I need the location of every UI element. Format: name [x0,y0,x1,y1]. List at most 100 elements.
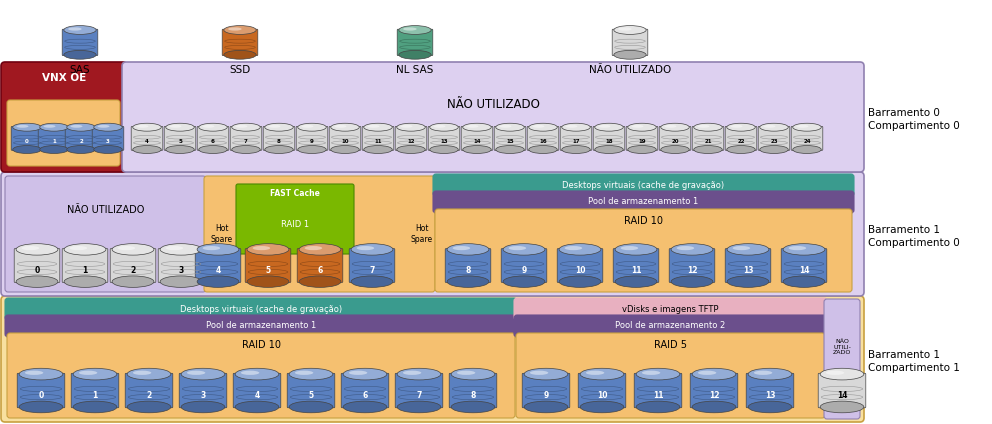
Ellipse shape [727,123,755,131]
Ellipse shape [197,244,239,255]
Ellipse shape [73,401,117,413]
Ellipse shape [160,244,202,255]
Ellipse shape [70,125,82,128]
Ellipse shape [202,246,220,250]
Text: 9: 9 [310,139,313,144]
Ellipse shape [628,145,657,153]
FancyBboxPatch shape [14,248,60,282]
Text: RAID 5 (3+1): RAID 5 (3+1) [36,126,90,134]
Ellipse shape [364,123,392,131]
Ellipse shape [235,368,279,380]
Text: Compartimento 0: Compartimento 0 [868,238,959,248]
Ellipse shape [621,246,638,250]
FancyBboxPatch shape [5,298,517,320]
Ellipse shape [295,371,313,375]
Text: 23: 23 [770,139,778,144]
Ellipse shape [401,125,413,128]
Ellipse shape [300,244,341,255]
Ellipse shape [561,123,590,131]
Ellipse shape [529,123,558,131]
FancyBboxPatch shape [792,126,822,151]
FancyBboxPatch shape [329,126,361,151]
Text: 10: 10 [341,139,349,144]
Ellipse shape [733,246,750,250]
Ellipse shape [265,123,294,131]
Ellipse shape [127,368,171,380]
FancyBboxPatch shape [433,191,854,213]
FancyBboxPatch shape [758,126,790,151]
Ellipse shape [559,244,601,255]
Text: Barramento 1: Barramento 1 [868,350,940,360]
Ellipse shape [302,125,313,128]
FancyBboxPatch shape [1,296,864,422]
FancyBboxPatch shape [634,373,682,408]
Ellipse shape [356,246,374,250]
Ellipse shape [452,246,470,250]
Ellipse shape [79,371,97,375]
Ellipse shape [457,371,475,375]
Text: SSD: SSD [229,65,251,75]
Ellipse shape [22,246,40,250]
Text: 9: 9 [544,391,549,400]
Text: 8: 8 [470,391,476,400]
Text: 19: 19 [638,139,646,144]
Ellipse shape [793,123,821,131]
Text: 2: 2 [147,391,152,400]
Ellipse shape [793,145,821,153]
Ellipse shape [133,371,152,375]
Ellipse shape [40,145,68,153]
FancyBboxPatch shape [560,126,592,151]
Ellipse shape [66,123,95,131]
Ellipse shape [524,368,567,380]
FancyBboxPatch shape [298,248,343,282]
Ellipse shape [672,276,713,287]
Text: Pool de armazenamento 1: Pool de armazenamento 1 [588,198,698,206]
Text: 21: 21 [704,139,711,144]
Ellipse shape [530,371,549,375]
Ellipse shape [247,244,289,255]
Ellipse shape [462,123,491,131]
FancyBboxPatch shape [11,126,43,151]
Ellipse shape [565,125,577,128]
FancyBboxPatch shape [5,315,517,337]
FancyBboxPatch shape [1,62,127,172]
Ellipse shape [160,276,202,287]
Ellipse shape [182,368,225,380]
Ellipse shape [351,244,393,255]
FancyBboxPatch shape [236,184,354,254]
Ellipse shape [170,125,182,128]
Ellipse shape [692,368,736,380]
Ellipse shape [232,123,260,131]
Text: 0: 0 [39,391,44,400]
FancyBboxPatch shape [180,373,227,408]
Ellipse shape [44,125,56,128]
Ellipse shape [68,28,81,31]
FancyBboxPatch shape [613,248,659,282]
FancyBboxPatch shape [660,126,690,151]
Ellipse shape [430,123,458,131]
Text: 10: 10 [574,266,585,275]
Text: RAID 1: RAID 1 [281,220,310,229]
Text: 4: 4 [215,266,220,275]
Text: Desktops virtuais (cache de gravação): Desktops virtuais (cache de gravação) [180,304,342,313]
Text: Compartimento 1: Compartimento 1 [868,363,960,373]
FancyBboxPatch shape [297,126,327,151]
Text: 11: 11 [374,139,382,144]
FancyBboxPatch shape [341,373,389,408]
Text: 17: 17 [572,139,579,144]
Ellipse shape [397,401,440,413]
Ellipse shape [727,244,769,255]
Ellipse shape [127,401,171,413]
FancyBboxPatch shape [626,126,658,151]
Ellipse shape [727,145,755,153]
Ellipse shape [820,401,864,413]
Ellipse shape [615,244,657,255]
Ellipse shape [661,123,689,131]
Text: 6: 6 [362,391,368,400]
Ellipse shape [697,125,709,128]
FancyBboxPatch shape [39,126,69,151]
Ellipse shape [298,123,326,131]
Text: 3: 3 [106,139,110,144]
FancyBboxPatch shape [62,29,98,56]
FancyBboxPatch shape [158,248,203,282]
